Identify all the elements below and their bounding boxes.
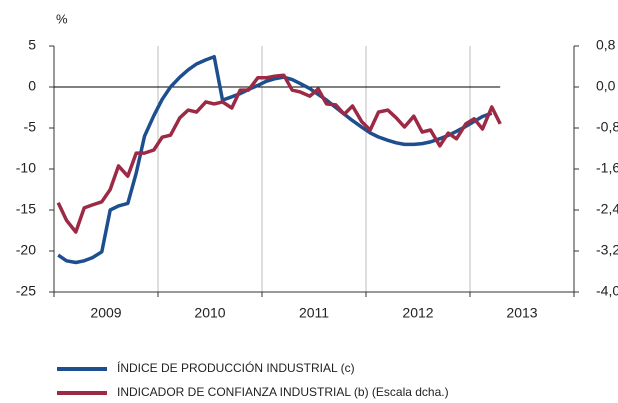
series-line [57,54,493,265]
x-tick-label: 2010 [194,305,225,321]
y2-tick-label: -4,0 [596,283,618,299]
y-tick-label: 5 [28,37,36,53]
y2-tick-label: 0,8 [596,37,616,53]
x-tick-label: 2009 [90,305,121,321]
x-tick-label: 2011 [299,305,329,321]
legend-label: ÍNDICE DE PRODUCCIÓN INDUSTRIAL (c) [117,360,355,375]
y-tick-label: -15 [16,201,36,217]
y-tick-label: -25 [16,283,36,299]
x-tick-label: 2013 [506,305,537,321]
y2-tick-label: -3,2 [596,242,618,258]
x-tick-label: 2012 [402,305,433,321]
y2-tick-label: -1,6 [596,160,618,176]
y-tick-label: -5 [24,119,37,135]
y2-tick-label: -2,4 [596,201,618,217]
y-tick-label: -20 [16,242,36,258]
series-line [56,73,502,234]
y-tick-label: -10 [16,160,36,176]
y-tick-label: 0 [28,78,36,94]
y-unit-label: % [56,11,68,26]
legend-label: INDICADOR DE CONFIANZA INDUSTRIAL (b) (E… [117,385,449,399]
y2-tick-label: -0,8 [596,119,618,135]
y2-tick-label: 0,0 [596,78,616,94]
